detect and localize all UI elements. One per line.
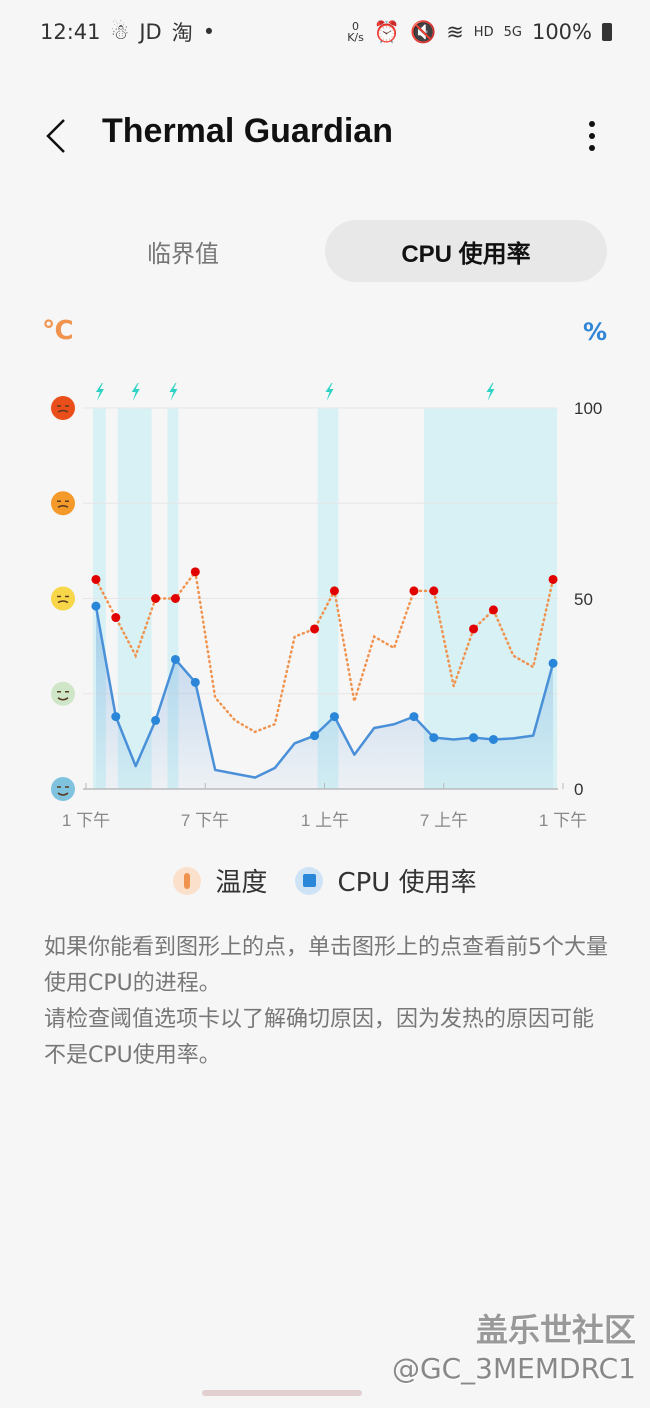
temperature-data-point[interactable]	[329, 586, 339, 596]
page-title: Thermal Guardian	[102, 112, 393, 150]
grinning-squint-emoji-icon	[51, 681, 75, 706]
clock: 12:41	[40, 20, 101, 44]
percent-unit-label: %	[583, 318, 608, 346]
charging-bolt-icon	[131, 383, 140, 401]
cpu-usage-data-point[interactable]	[429, 733, 439, 743]
tab-cpu-usage[interactable]: CPU 使用率	[325, 220, 607, 282]
cpu-usage-area	[95, 606, 554, 789]
cpu-usage-data-point[interactable]	[469, 733, 479, 743]
emoji-features	[57, 500, 69, 508]
temperature-data-point[interactable]	[190, 567, 200, 577]
temperature-data-point[interactable]	[469, 624, 479, 634]
emoji-face	[51, 681, 75, 706]
cpu-usage-data-point[interactable]	[111, 712, 121, 722]
emoji-features	[57, 786, 69, 796]
more-vertical-icon	[589, 121, 595, 151]
temperature-data-point[interactable]	[151, 594, 161, 603]
tab-threshold[interactable]: 临界值	[147, 240, 219, 268]
emoji-features	[57, 691, 69, 701]
alarm-icon: ⏰	[373, 19, 401, 44]
charging-bolt-icon	[95, 383, 104, 401]
cpu-usage-data-point[interactable]	[151, 715, 161, 725]
chevron-left-icon	[46, 119, 65, 153]
dizzy-hot-emoji-icon	[51, 396, 75, 420]
cpu-usage-data-point[interactable]	[329, 712, 339, 722]
emoji-face	[51, 586, 75, 611]
y-tick-label: 0	[574, 780, 583, 799]
cpu-usage-data-point[interactable]	[310, 731, 320, 741]
y-tick-label: 50	[574, 590, 593, 609]
legend-label: 温度	[215, 868, 268, 898]
temperature-unit-label: ℃	[42, 316, 74, 346]
home-indicator[interactable]	[202, 1390, 362, 1396]
legend-temperature: 温度	[173, 862, 267, 899]
thermal-cpu-chart[interactable]: 100 50 0 1 下午 7 下午 1 上午 7 上午 1 下午	[0, 370, 650, 840]
temperature-data-point[interactable]	[409, 586, 419, 596]
net-speed-unit: K/s	[347, 31, 364, 44]
description-line: 请检查阈值选项卡以了解确切原因，因为发热的原因可能不是CPU使用率。	[44, 1007, 595, 1068]
more-notifications-icon: •	[202, 20, 216, 44]
y-tick-label: 100	[574, 399, 602, 418]
x-tick-label: 7 上午	[420, 811, 468, 830]
back-button[interactable]	[42, 116, 72, 156]
charging-bolt-icon	[325, 383, 334, 401]
net-speed: 0 K/s	[347, 21, 364, 43]
temperature-data-point[interactable]	[548, 574, 558, 584]
emoji-features	[57, 595, 69, 604]
x-tick-label: 7 下午	[181, 811, 229, 830]
cpu-usage-data-point[interactable]	[409, 712, 419, 722]
thermometer-icon	[173, 866, 202, 895]
charging-bolt-icon	[169, 383, 178, 401]
temperature-data-point[interactable]	[111, 613, 121, 623]
signal-icon: 5G	[503, 24, 522, 40]
net-speed-value: 0	[352, 20, 360, 33]
battery-level: 100%	[531, 20, 592, 44]
wifi-icon: ≋	[446, 20, 464, 44]
emoji-face	[51, 491, 75, 516]
battery-icon	[602, 23, 612, 41]
cold-face-emoji-icon	[51, 777, 75, 801]
cpu-usage-data-point[interactable]	[190, 677, 200, 687]
cpu-usage-data-point[interactable]	[548, 658, 558, 668]
more-options-button[interactable]	[580, 118, 604, 154]
watermark-handle: @GC_3MEMDRC1	[391, 1352, 636, 1385]
cpu-usage-data-point[interactable]	[170, 654, 180, 664]
description: 如果你能看到图形上的点，单击图形上的点查看前5个大量使用CPU的进程。 请检查阈…	[44, 930, 614, 1074]
charging-bolt-icon	[486, 383, 495, 401]
emoji-face	[51, 777, 75, 801]
cpu-usage-data-point[interactable]	[91, 601, 101, 611]
watermark-title: 盖乐世社区	[475, 1311, 636, 1349]
x-tick-label: 1 下午	[539, 811, 587, 830]
status-bar: 12:41 ☃ JD 淘 • 0 K/s ⏰ 🔇 ≋ HD 5G 100%	[40, 18, 612, 46]
unamused-emoji-icon	[51, 586, 75, 611]
mute-icon: 🔇	[410, 19, 437, 44]
hd-badge: HD	[473, 24, 494, 40]
temperature-data-point[interactable]	[488, 605, 498, 615]
sweating-face-emoji-icon	[51, 491, 75, 516]
temperature-data-point[interactable]	[310, 624, 320, 634]
notification-icon: ☃	[110, 20, 130, 44]
temperature-data-point[interactable]	[170, 594, 180, 603]
emoji-face	[51, 396, 75, 420]
cpu-usage-data-point[interactable]	[488, 734, 498, 744]
x-tick-label: 1 下午	[62, 811, 110, 830]
legend-label: CPU 使用率	[337, 868, 477, 898]
temperature-data-point[interactable]	[91, 574, 101, 584]
x-tick-label: 1 上午	[301, 811, 349, 830]
description-line: 如果你能看到图形上的点，单击图形上的点查看前5个大量使用CPU的进程。	[44, 935, 608, 996]
cpu-chip-icon	[295, 866, 324, 895]
legend-cpu-usage: CPU 使用率	[295, 862, 477, 899]
temperature-line	[94, 568, 555, 734]
jd-icon: JD	[139, 20, 162, 44]
chart-legend: 温度 CPU 使用率	[0, 862, 650, 899]
taobao-icon: 淘	[171, 21, 193, 45]
emoji-features	[57, 405, 69, 413]
temperature-data-point[interactable]	[429, 586, 439, 596]
